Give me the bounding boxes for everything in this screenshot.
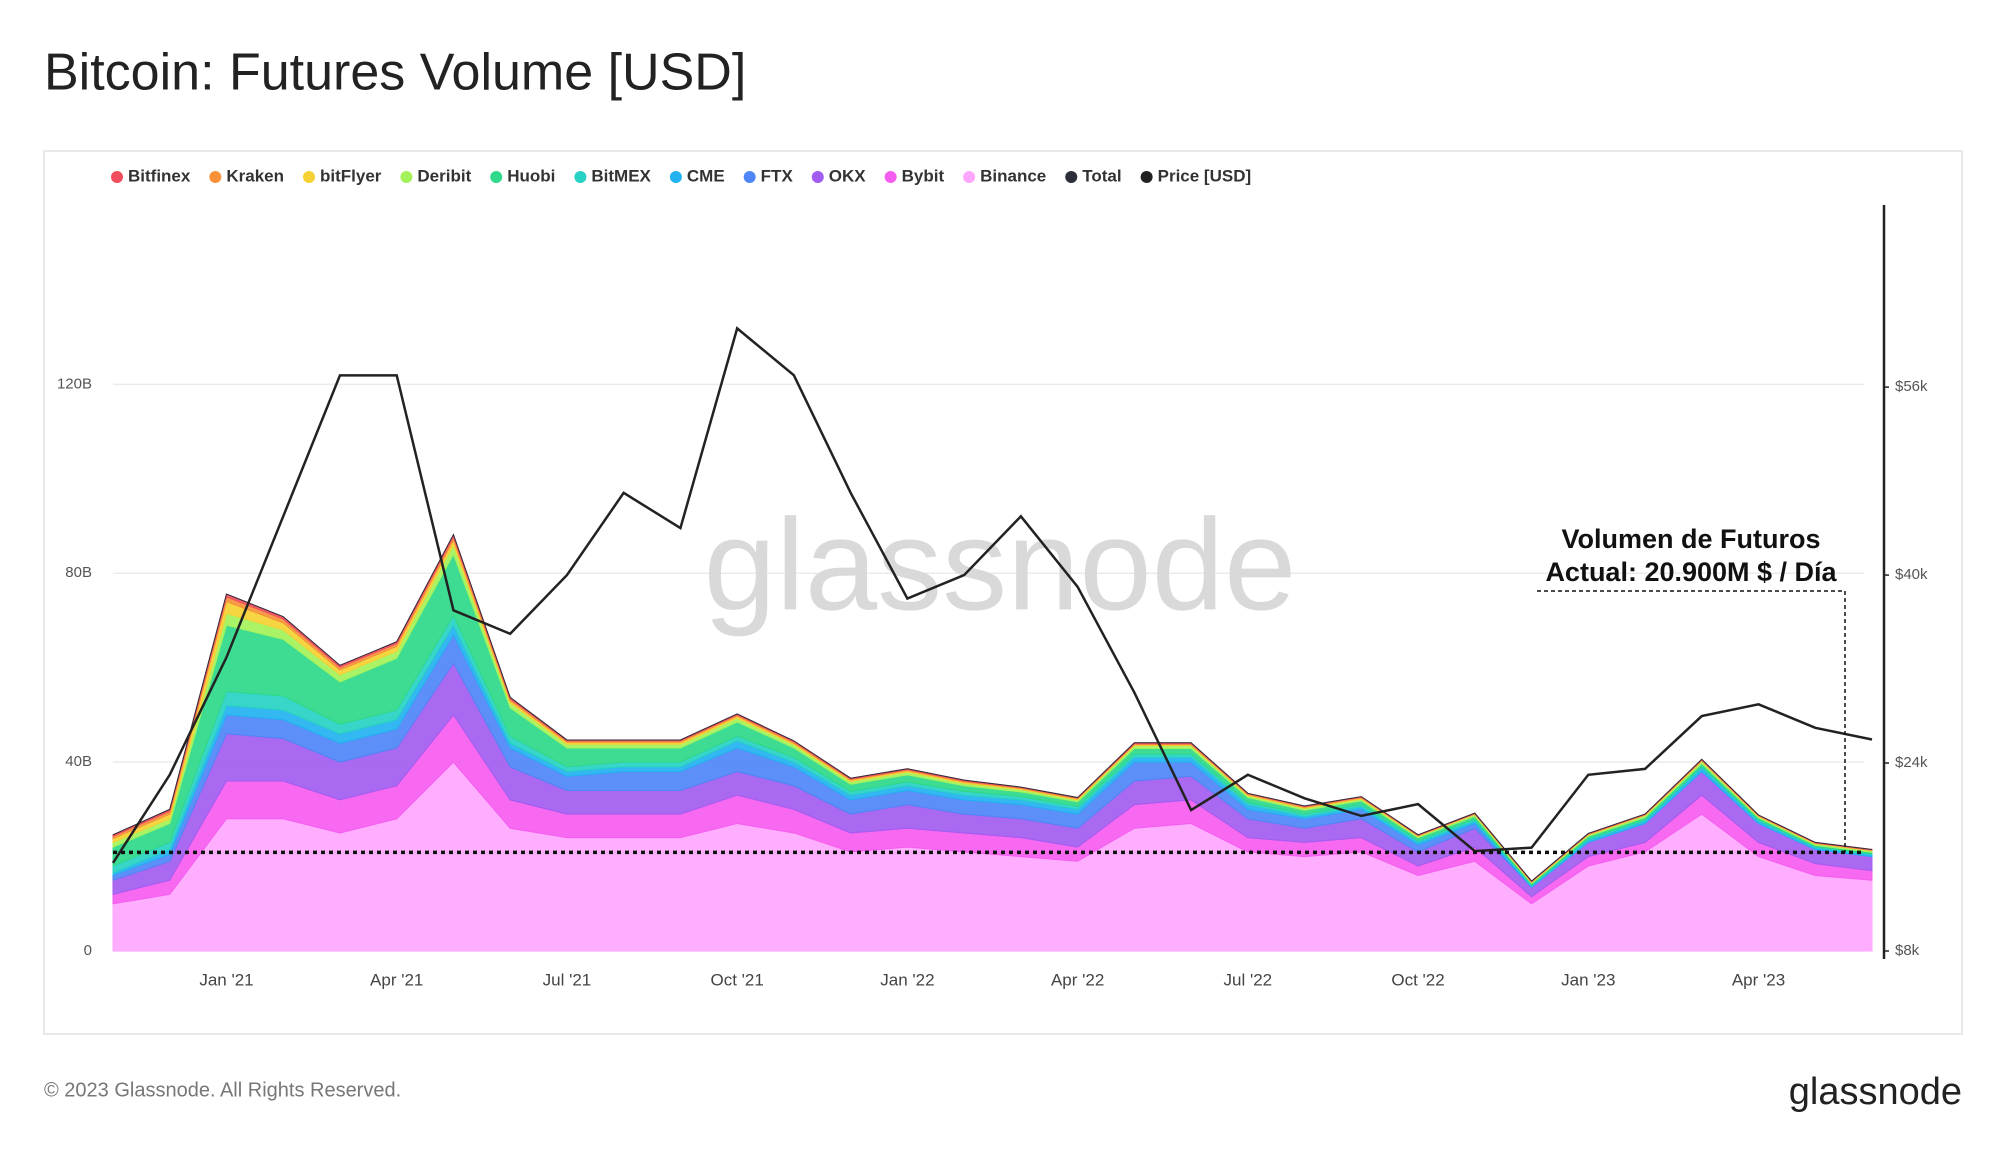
- legend-label: Deribit: [417, 166, 471, 185]
- x-tick-label: Apr '22: [1051, 970, 1104, 989]
- legend-marker: [963, 171, 976, 183]
- x-tick-label: Apr '21: [370, 970, 423, 989]
- legend-marker: [669, 171, 682, 183]
- legend-marker: [743, 171, 756, 183]
- x-tick-label: Jan '21: [199, 970, 253, 989]
- legend-label: bitFlyer: [320, 166, 382, 185]
- legend-marker: [574, 171, 587, 183]
- legend-label: Bybit: [902, 166, 945, 185]
- legend-label: Total: [1082, 166, 1121, 185]
- x-tick-label: Jul '21: [543, 970, 592, 989]
- x-tick-label: Apr '23: [1732, 970, 1785, 989]
- annotation-leader: [1537, 590, 1846, 853]
- y2-tick-label: $8k: [1895, 942, 1920, 959]
- legend-marker: [1065, 171, 1078, 183]
- legend-label: Kraken: [226, 166, 284, 185]
- legend-label: CME: [687, 166, 725, 185]
- price-line: [111, 326, 1873, 864]
- y-tick-label: 80B: [65, 564, 92, 581]
- legend-label: Price [USD]: [1158, 166, 1252, 185]
- legend-marker: [884, 171, 897, 183]
- x-tick-label: Oct '21: [710, 970, 763, 989]
- legend-label: Binance: [980, 166, 1046, 185]
- total-line: [112, 533, 1873, 882]
- y2-tick-label: $40k: [1895, 566, 1928, 583]
- legend-label: OKX: [829, 166, 867, 185]
- logo: glassnode: [1789, 1071, 1962, 1113]
- annotation-text: Volumen de Futuros: [1561, 524, 1820, 554]
- legend-label: FTX: [761, 166, 794, 185]
- legend-marker: [111, 171, 123, 183]
- chart-title: Bitcoin: Futures Volume [USD]: [44, 44, 746, 102]
- x-tick-label: Jan '23: [1561, 970, 1615, 989]
- watermark: glassnode: [704, 491, 1297, 637]
- y-tick-label: 40B: [65, 753, 92, 770]
- legend-label: BitMEX: [591, 166, 651, 185]
- legend-label: Bitfinex: [128, 166, 191, 185]
- x-tick-label: Jul '22: [1224, 970, 1273, 989]
- x-tick-label: Oct '22: [1391, 970, 1444, 989]
- y-tick-label: 120B: [57, 375, 92, 392]
- legend-marker: [490, 171, 503, 183]
- legend-marker: [811, 171, 824, 183]
- legend-label: Huobi: [507, 166, 555, 185]
- y2-tick-label: $56k: [1895, 378, 1928, 395]
- legend-marker: [1140, 171, 1153, 183]
- legend-marker: [209, 171, 222, 183]
- footer: © 2023 Glassnode. All Rights Reserved.: [44, 1079, 401, 1101]
- y2-tick-label: $24k: [1895, 754, 1928, 771]
- annotation-text: Actual: 20.900M $ / Día: [1545, 557, 1837, 587]
- legend-marker: [302, 171, 315, 183]
- y-tick-label: 0: [84, 942, 92, 959]
- x-tick-label: Jan '22: [880, 970, 934, 989]
- chart-frame: [43, 150, 1963, 1035]
- legend-marker: [400, 171, 413, 183]
